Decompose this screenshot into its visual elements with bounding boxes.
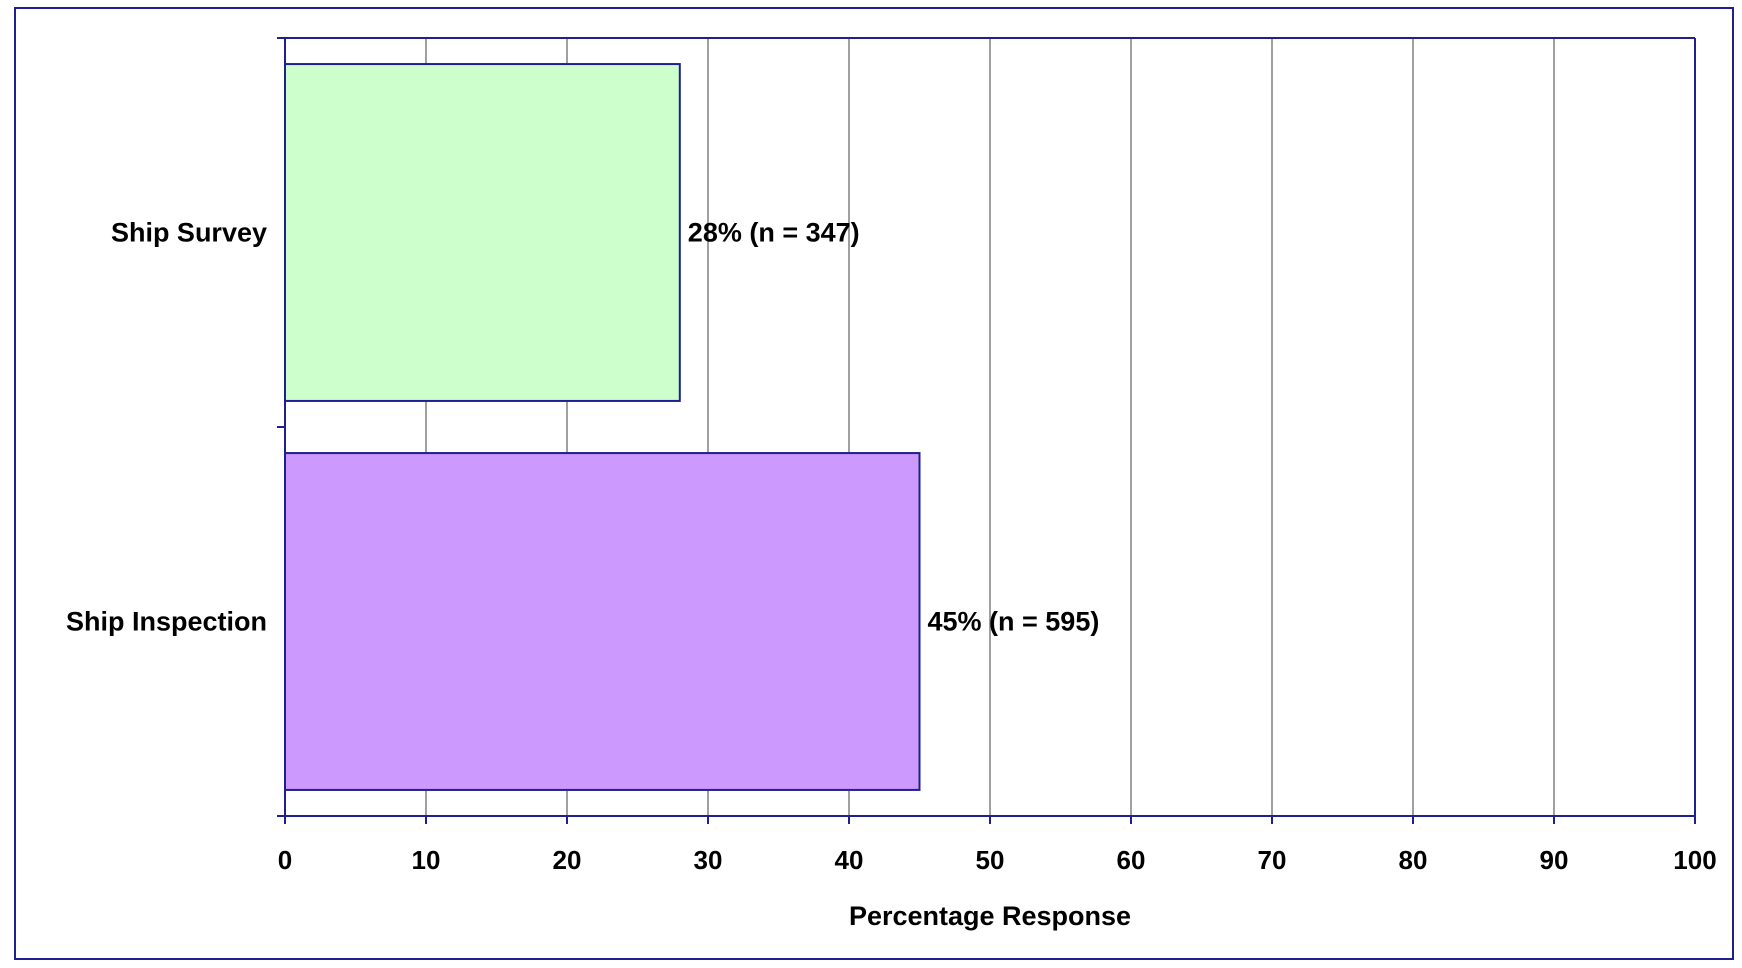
category-label: Ship Inspection (66, 607, 267, 637)
x-axis-title: Percentage Response (849, 901, 1131, 931)
x-tick-label: 80 (1399, 845, 1428, 875)
category-label: Ship Survey (111, 218, 267, 248)
data-label: 45% (n = 595) (928, 607, 1100, 637)
bar-ship-survey (284, 63, 681, 402)
x-tick-label: 40 (835, 845, 864, 875)
bar-ship-inspection (284, 452, 921, 791)
labels: 0 10 20 30 40 50 60 70 80 90 100 Ship Survey 28% (n … (66, 218, 1717, 876)
x-tick-label: 90 (1540, 845, 1569, 875)
x-tick-label: 20 (553, 845, 582, 875)
x-tick-label: 10 (412, 845, 441, 875)
x-tick-label: 100 (1673, 845, 1716, 875)
x-tick-label: 0 (278, 845, 292, 875)
x-tick-label: 50 (976, 845, 1005, 875)
x-tick-label: 60 (1117, 845, 1146, 875)
axes (277, 37, 1696, 824)
x-tick-label: 30 (694, 845, 723, 875)
data-label: 28% (n = 347) (688, 218, 860, 248)
bars (284, 63, 921, 791)
x-tick-label: 70 (1258, 845, 1287, 875)
